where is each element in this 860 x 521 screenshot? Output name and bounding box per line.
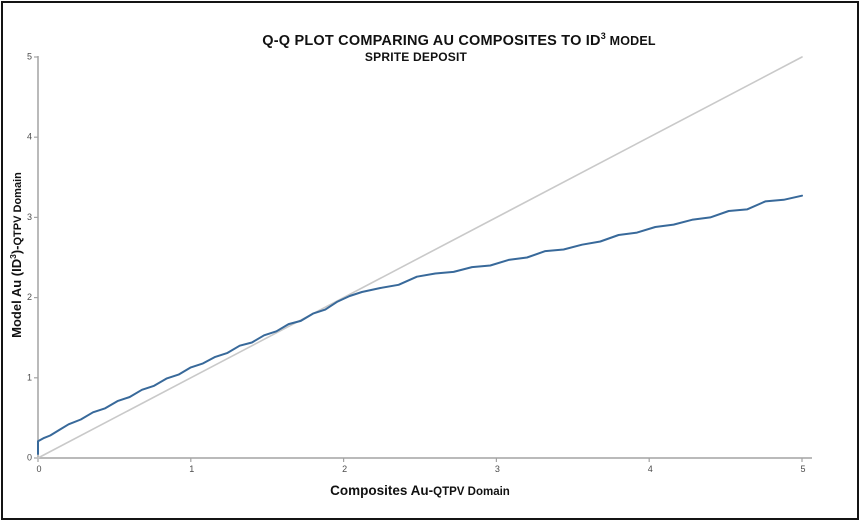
x-tick-label: 4 <box>648 464 653 474</box>
x-axis-label: Composites Au-QTPV Domain <box>330 483 510 498</box>
chart-title-block: Q-Q PLOT COMPARING AU COMPOSITES TO ID3 … <box>0 31 860 64</box>
x-tick-label: 1 <box>189 464 194 474</box>
x-tick-label: 0 <box>36 464 41 474</box>
title-superscript: 3 <box>600 31 606 41</box>
y-axis-label: Model Au (ID3)-QTPV Domain <box>8 172 24 338</box>
y-tick-label: 2 <box>27 292 32 302</box>
y-tick-label: 3 <box>27 212 32 222</box>
qq-curve <box>37 194 803 455</box>
y-tick-label: 0 <box>27 453 32 463</box>
ylabel-superscript: 3 <box>8 254 18 259</box>
x-tick-label: 3 <box>495 464 500 474</box>
chart-subtitle: SPRITE DEPOSIT <box>364 50 468 64</box>
x-tick-label: 2 <box>342 464 347 474</box>
x-tick-label: 5 <box>800 464 805 474</box>
reference-line <box>37 56 803 459</box>
y-tick-label: 4 <box>27 132 32 142</box>
chart-title: Q-Q PLOT COMPARING AU COMPOSITES TO ID3 … <box>262 31 656 49</box>
y-tick-label: 5 <box>27 52 32 62</box>
y-tick-label: 1 <box>27 372 32 382</box>
